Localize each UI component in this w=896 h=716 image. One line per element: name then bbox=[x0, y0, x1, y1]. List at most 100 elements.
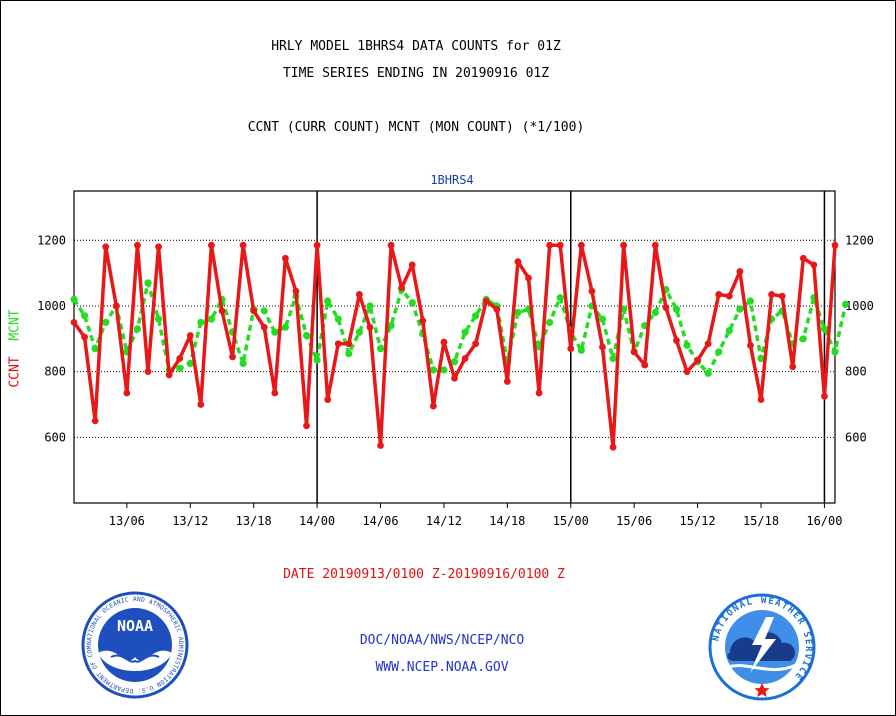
ccnt-point bbox=[567, 345, 575, 353]
ccnt-point bbox=[324, 396, 332, 403]
ccnt-point bbox=[144, 368, 152, 376]
ccnt-point bbox=[599, 343, 606, 351]
chart-series-end-title: TIME SERIES ENDING IN 20190916 01Z bbox=[282, 66, 550, 81]
mcnt-point bbox=[186, 359, 194, 368]
ccnt-point bbox=[303, 422, 310, 430]
credit-line: DOC/NOAA/NWS/NCEP/NCO bbox=[359, 633, 525, 648]
ccnt-point bbox=[503, 378, 511, 385]
chart-subtitle: CCNT (CURR COUNT) MCNT (MON COUNT) (*1/1… bbox=[247, 120, 585, 135]
mcnt-point bbox=[651, 308, 659, 317]
ccnt-point bbox=[208, 241, 215, 249]
mcnt-point bbox=[133, 325, 142, 333]
ccnt-point bbox=[525, 274, 532, 282]
ccnt-point bbox=[292, 287, 300, 295]
website-link[interactable]: WWW.NCEP.NOAA.GOV bbox=[375, 660, 509, 675]
mcnt-point bbox=[80, 312, 89, 320]
x-tick-label: 13/12 bbox=[172, 514, 208, 528]
x-tick-label: 13/18 bbox=[236, 514, 272, 528]
ccnt-point bbox=[260, 323, 268, 331]
x-tick-label: 15/18 bbox=[743, 514, 779, 528]
ccnt-point bbox=[757, 396, 765, 403]
x-tick-label: 14/12 bbox=[426, 514, 462, 528]
ccnt-point bbox=[218, 307, 226, 315]
mcnt-point bbox=[197, 318, 205, 326]
ccnt-point bbox=[366, 323, 374, 331]
mcnt-line bbox=[72, 281, 848, 376]
mcnt-point bbox=[154, 315, 163, 323]
grid-lines bbox=[74, 239, 835, 438]
ccnt-point bbox=[641, 361, 649, 369]
noaa-logo-icon: NOAA NATIONAL OCEANIC AND ATMOSPHERIC AD… bbox=[81, 591, 189, 699]
ccnt-point bbox=[546, 241, 554, 249]
ccnt-point bbox=[345, 340, 353, 348]
ccnt-point bbox=[482, 297, 490, 305]
mcnt-point bbox=[831, 348, 839, 356]
y-tick-labels-left: 600 800 1000 1200 bbox=[37, 233, 66, 444]
mcnt-point bbox=[144, 279, 152, 287]
ccnt-point bbox=[313, 241, 321, 249]
y-tick-label: 600 bbox=[845, 430, 867, 444]
ccnt-point bbox=[334, 340, 342, 348]
ccnt-point bbox=[673, 337, 680, 344]
mcnt-point bbox=[207, 315, 216, 323]
ccnt-point bbox=[725, 292, 733, 300]
y-tick-label: 1000 bbox=[37, 299, 66, 313]
ccnt-point bbox=[250, 307, 258, 315]
x-tick-label: 14/06 bbox=[362, 514, 398, 528]
ccnt-point bbox=[472, 340, 480, 348]
x-tick-label: 16/00 bbox=[806, 514, 842, 528]
mcnt-point bbox=[715, 348, 723, 356]
ccnt-point bbox=[736, 268, 744, 275]
ccnt-point bbox=[271, 389, 279, 397]
ccnt-point bbox=[176, 355, 184, 362]
mcnt-point bbox=[609, 354, 617, 363]
ccnt-point bbox=[451, 374, 458, 382]
ccnt-point bbox=[70, 318, 78, 326]
ccnt-point bbox=[186, 332, 194, 339]
mcnt-point bbox=[429, 366, 437, 374]
mcnt-point bbox=[672, 305, 681, 313]
ccnt-point bbox=[461, 355, 469, 362]
mcnt-point bbox=[334, 315, 342, 323]
chart-main-title: HRLY MODEL 1BHRS4 DATA COUNTS for 01Z bbox=[271, 39, 561, 54]
ccnt-point bbox=[440, 338, 448, 346]
ccnt-point bbox=[556, 241, 564, 249]
ccnt-point bbox=[377, 442, 384, 449]
mcnt-point bbox=[239, 359, 247, 368]
x-tick-label: 13/06 bbox=[109, 514, 145, 528]
ccnt-point bbox=[239, 241, 247, 249]
ccnt-point bbox=[609, 443, 617, 451]
mcnt-point bbox=[281, 323, 289, 331]
ccnt-point bbox=[429, 402, 437, 410]
ccnt-point bbox=[821, 392, 828, 400]
mcnt-point bbox=[313, 356, 321, 364]
mcnt-point bbox=[746, 297, 755, 305]
ccnt-point bbox=[810, 261, 818, 269]
y-tick-label: 1200 bbox=[37, 233, 66, 247]
ccnt-point bbox=[799, 254, 807, 262]
x-tick-labels: 13/06 13/12 13/18 14/00 14/06 14/12 14/18 15/00… bbox=[109, 503, 842, 528]
ccnt-point bbox=[588, 287, 596, 295]
noaa-logo-text: NOAA bbox=[117, 617, 153, 635]
ccnt-point bbox=[165, 371, 173, 379]
ccnt-point bbox=[123, 389, 131, 397]
ccnt-point bbox=[768, 291, 775, 298]
mcnt-point bbox=[302, 331, 311, 340]
mcnt-point bbox=[546, 318, 554, 326]
y-tick-label: 800 bbox=[845, 365, 867, 379]
ccnt-point bbox=[620, 241, 628, 249]
ccnt-point bbox=[134, 241, 141, 249]
x-tick-label: 15/06 bbox=[616, 514, 652, 528]
mcnt-point bbox=[461, 328, 469, 336]
ccnt-point bbox=[102, 243, 110, 251]
mcnt-point bbox=[376, 345, 385, 353]
ccnt-point bbox=[704, 340, 712, 348]
y-tick-label: 1000 bbox=[845, 299, 874, 313]
mcnt-point bbox=[450, 358, 459, 366]
mcnt-point bbox=[757, 354, 765, 363]
mcnt-point bbox=[736, 305, 744, 313]
ccnt-point bbox=[831, 241, 839, 249]
mcnt-point bbox=[472, 312, 480, 320]
mcnt-point bbox=[514, 308, 522, 317]
